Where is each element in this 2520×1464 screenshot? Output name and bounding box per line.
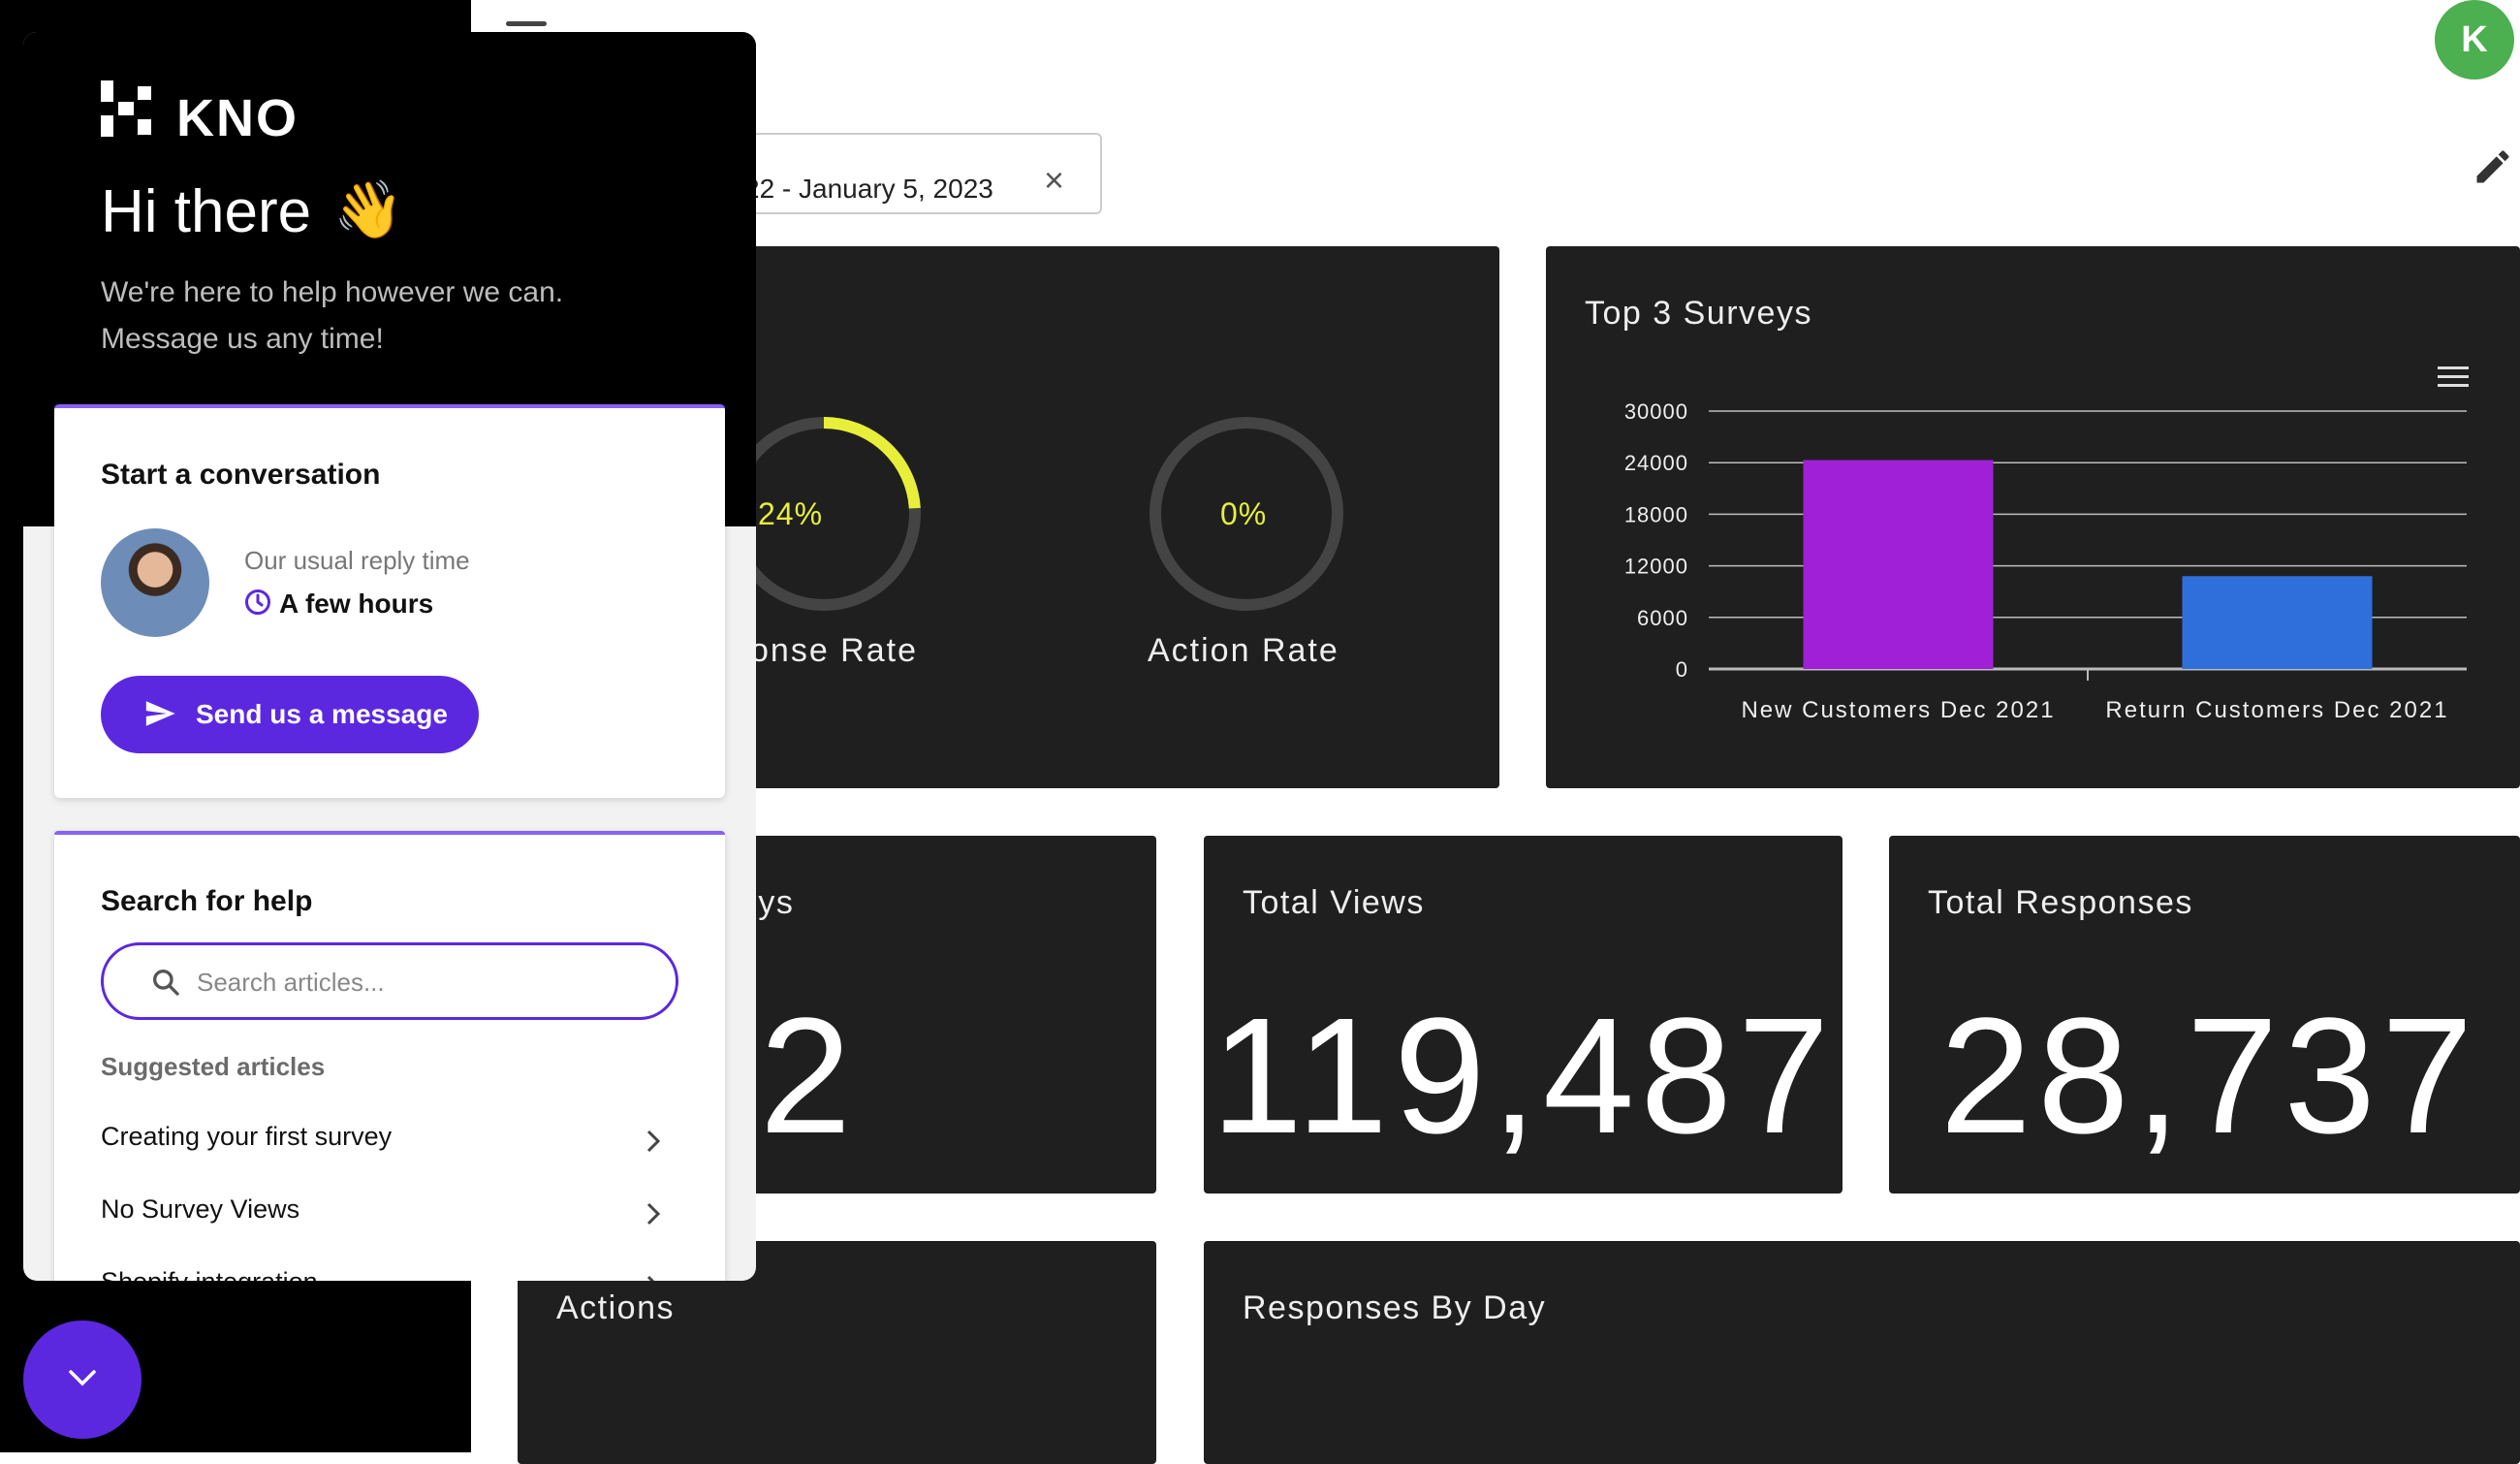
- article-title: Shopify integration: [101, 1267, 318, 1281]
- search-title: Search for help: [101, 885, 313, 917]
- kno-logo-icon: [101, 80, 151, 137]
- total-responses-card: Total Responses 28,737: [1889, 836, 2520, 1193]
- search-icon: [153, 970, 179, 996]
- article-title: Creating your first survey: [101, 1122, 393, 1151]
- date-range-picker[interactable]: e 22 - January 5, 2023 ×: [698, 133, 1102, 214]
- response-rate-label: onse Rate: [750, 632, 918, 669]
- top-surveys-title: Top 3 Surveys: [1585, 295, 1812, 332]
- send-message-label: Send us a message: [196, 699, 448, 729]
- clock-icon: [245, 589, 270, 615]
- help-widget: KNO Hi there 👋 We're here to help howeve…: [23, 32, 756, 1281]
- wave-emoji-icon: 👋: [333, 178, 404, 241]
- bar[interactable]: [2182, 576, 2373, 669]
- clear-date-icon[interactable]: ×: [1044, 160, 1065, 200]
- total-views-card: Total Views 119,487: [1204, 836, 1843, 1193]
- total-responses-title: Total Responses: [1928, 884, 2193, 921]
- menu-handle-icon[interactable]: [506, 21, 547, 26]
- agent-avatar: [101, 528, 209, 637]
- conversation-panel: Start a conversation Our usual reply tim…: [54, 404, 725, 798]
- greeting-heading: Hi there: [101, 178, 312, 245]
- action-rate-ring: [1150, 417, 1343, 611]
- article-link[interactable]: Shopify integration: [101, 1267, 682, 1281]
- reply-time-value: A few hours: [279, 589, 434, 619]
- response-rate-value: 24%: [758, 496, 824, 531]
- help-text: We're here to help however we can. Messa…: [101, 276, 564, 355]
- edit-icon[interactable]: [2472, 145, 2514, 188]
- search-panel: Search for help Suggested articles Creat…: [54, 831, 725, 1281]
- article-link[interactable]: Creating your first survey: [101, 1122, 682, 1164]
- search-input[interactable]: [197, 965, 643, 1000]
- chevron-right-icon: [646, 1202, 661, 1225]
- panel-accent: [54, 831, 725, 835]
- suggested-articles-title: Suggested articles: [101, 1052, 326, 1081]
- article-link[interactable]: No Survey Views: [101, 1194, 682, 1237]
- surveys-count: 2: [759, 984, 858, 1168]
- x-category-label: New Customers Dec 2021: [1741, 697, 2055, 723]
- actions-card-title: Actions: [556, 1289, 675, 1326]
- y-tick-label: 0: [1676, 657, 1688, 682]
- x-category-label: Return Customers Dec 2021: [2105, 697, 2448, 723]
- brand-name: KNO: [176, 89, 299, 147]
- chevron-right-icon: [646, 1130, 661, 1153]
- conversation-title: Start a conversation: [101, 459, 381, 491]
- y-tick-label: 12000: [1624, 555, 1688, 579]
- top-surveys-chart: 0 6000 12000 18000 24000 30000 New Customers D…: [1624, 399, 2467, 723]
- y-tick-label: 30000: [1624, 399, 1688, 424]
- response-rate-arc: [727, 417, 921, 611]
- send-message-button[interactable]: Send us a message: [101, 676, 479, 753]
- article-title: No Survey Views: [101, 1194, 300, 1224]
- action-rate-value: 0%: [1220, 496, 1268, 531]
- responses-by-day-title: Responses By Day: [1243, 1289, 1547, 1326]
- search-field[interactable]: [101, 942, 678, 1020]
- bar[interactable]: [1803, 460, 1994, 669]
- user-avatar[interactable]: K: [2435, 0, 2514, 80]
- action-rate-label: Action Rate: [1148, 632, 1339, 669]
- top-surveys-card: Top 3 Surveys 0 6000 12000 18000 24000 30000 N…: [1546, 246, 2520, 788]
- y-tick-label: 6000: [1637, 606, 1688, 630]
- y-tick-label: 24000: [1624, 451, 1688, 475]
- close-widget-button[interactable]: [23, 1321, 142, 1439]
- total-responses-value: 28,737: [1939, 984, 2479, 1168]
- chevron-down-icon: [69, 1370, 96, 1386]
- panel-accent: [54, 404, 725, 408]
- reply-time-label: Our usual reply time: [244, 546, 470, 575]
- total-views-value: 119,487: [1211, 984, 1836, 1168]
- date-range-value: 22 - January 5, 2023: [744, 174, 993, 204]
- y-tick-label: 18000: [1624, 502, 1688, 526]
- total-views-title: Total Views: [1243, 884, 1425, 921]
- responses-by-day-card: Responses By Day: [1204, 1241, 2520, 1464]
- chevron-right-icon: [646, 1275, 655, 1281]
- chart-menu-icon[interactable]: [2438, 365, 2469, 390]
- send-icon: [145, 701, 175, 726]
